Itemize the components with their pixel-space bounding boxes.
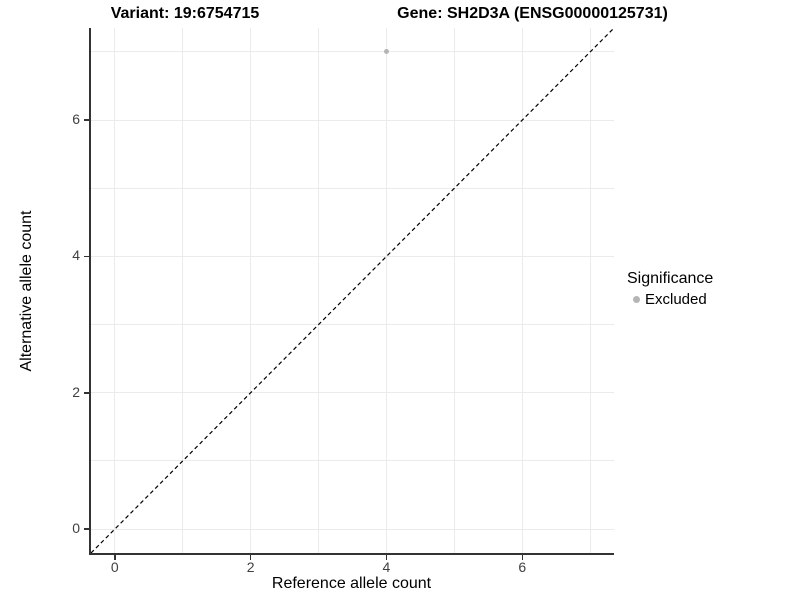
x-tick-label: 4 — [382, 559, 391, 575]
gridline-horizontal — [91, 324, 614, 326]
y-tick-mark — [84, 392, 89, 394]
y-tick-mark — [84, 119, 89, 121]
x-tick-label: 2 — [246, 559, 255, 575]
gridline-horizontal — [91, 187, 614, 189]
plot-title-gene: Gene: SH2D3A (ENSG00000125731) — [397, 5, 668, 22]
y-tick-mark — [84, 255, 89, 258]
x-tick-mark — [249, 555, 252, 560]
x-tick-mark — [114, 555, 116, 560]
x-tick-label: 6 — [518, 559, 527, 575]
plot-title-variant: Variant: 19:6754715 — [110, 5, 260, 22]
gridline-vertical — [521, 28, 523, 553]
gridline-vertical — [182, 28, 184, 553]
gridline-vertical — [589, 28, 591, 553]
gridline-horizontal — [91, 51, 614, 53]
gridline-vertical — [453, 28, 455, 553]
gridline-horizontal — [91, 528, 614, 530]
gridline-horizontal — [91, 460, 614, 462]
gridline-vertical — [114, 28, 116, 553]
y-tick-label: 0 — [72, 520, 80, 537]
legend-entry-excluded: Excluded — [627, 291, 713, 308]
gridline-vertical — [385, 28, 387, 553]
legend: Significance Excluded — [627, 270, 713, 308]
x-tick-mark — [385, 555, 388, 560]
y-axis-title: Alternative allele count — [18, 210, 35, 372]
y-tick-mark — [84, 528, 89, 530]
data-point — [383, 49, 389, 55]
x-tick-mark — [521, 555, 524, 560]
legend-point-marker-icon — [633, 296, 640, 303]
y-tick-label: 6 — [72, 111, 80, 128]
legend-title: Significance — [627, 270, 714, 287]
gridline-horizontal — [91, 392, 614, 394]
legend-entry-label: Excluded — [645, 291, 707, 308]
y-tick-label: 2 — [72, 383, 80, 400]
y-tick-label: 4 — [72, 247, 80, 264]
plot-panel — [89, 28, 614, 555]
gridline-horizontal — [91, 119, 614, 121]
gridline-vertical — [250, 28, 252, 553]
x-axis-title: Reference allele count — [271, 575, 432, 592]
x-tick-label: 0 — [110, 559, 119, 575]
gridline-vertical — [318, 28, 320, 553]
identity-dashed-line — [91, 28, 614, 553]
gridline-horizontal — [91, 255, 614, 257]
